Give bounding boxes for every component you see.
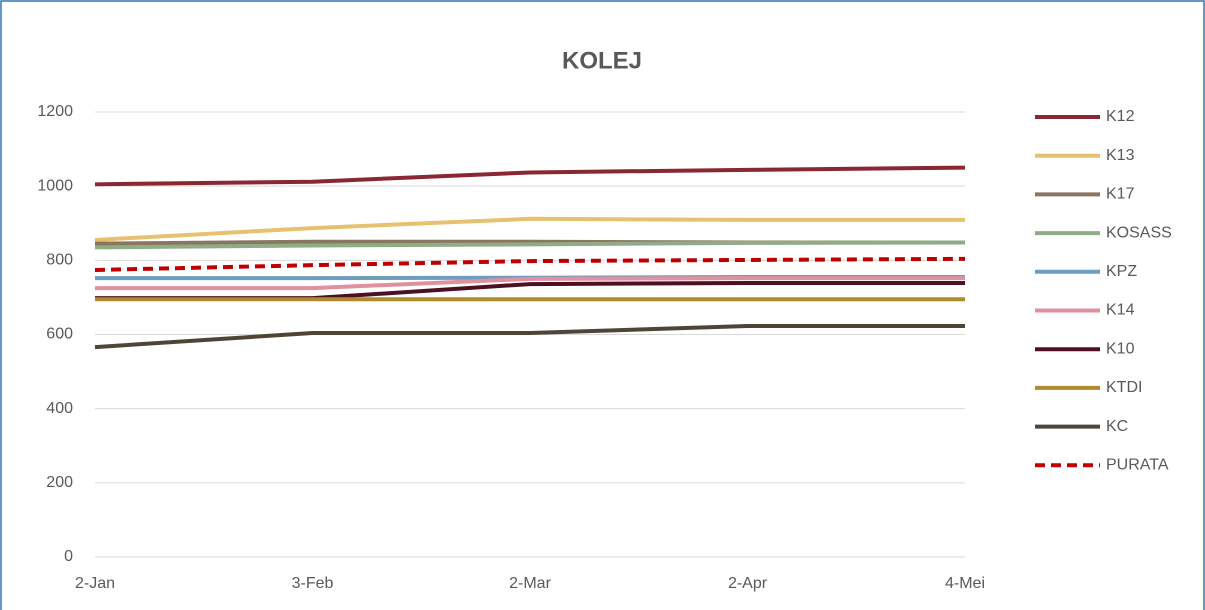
legend-label: KOSASS xyxy=(1106,224,1172,241)
series-line xyxy=(94,256,966,272)
legend-label: KC xyxy=(1106,418,1128,435)
x-tick-label: 2-Apr xyxy=(728,575,768,592)
x-tick-label: 2-Jan xyxy=(75,575,115,592)
x-tick-label: 2-Mar xyxy=(509,575,551,592)
legend-label: KPZ xyxy=(1106,263,1137,280)
legend-label: K13 xyxy=(1106,147,1135,164)
y-tick-label: 1000 xyxy=(37,177,73,194)
series-line xyxy=(94,240,966,250)
x-tick-label: 4-Mei xyxy=(945,575,985,592)
series-line xyxy=(94,216,965,242)
y-tick-label: 1200 xyxy=(37,103,73,120)
series-line xyxy=(94,323,965,350)
x-tick-label: 3-Feb xyxy=(292,575,334,592)
y-tick-label: 800 xyxy=(46,252,73,269)
legend-label: KTDI xyxy=(1106,379,1142,396)
legend-label: K14 xyxy=(1106,302,1135,319)
legend-label: K17 xyxy=(1106,186,1135,203)
legend-label: K12 xyxy=(1106,108,1135,125)
series-line xyxy=(94,165,966,187)
y-tick-label: 200 xyxy=(46,474,73,491)
legend-label: PURATA xyxy=(1106,457,1169,474)
y-tick-label: 600 xyxy=(46,326,73,343)
series-line xyxy=(95,276,965,291)
chart-title: KOLEJ xyxy=(562,47,642,74)
y-tick-label: 0 xyxy=(64,548,73,565)
y-tick-label: 400 xyxy=(46,400,73,417)
legend-label: K10 xyxy=(1106,340,1135,357)
